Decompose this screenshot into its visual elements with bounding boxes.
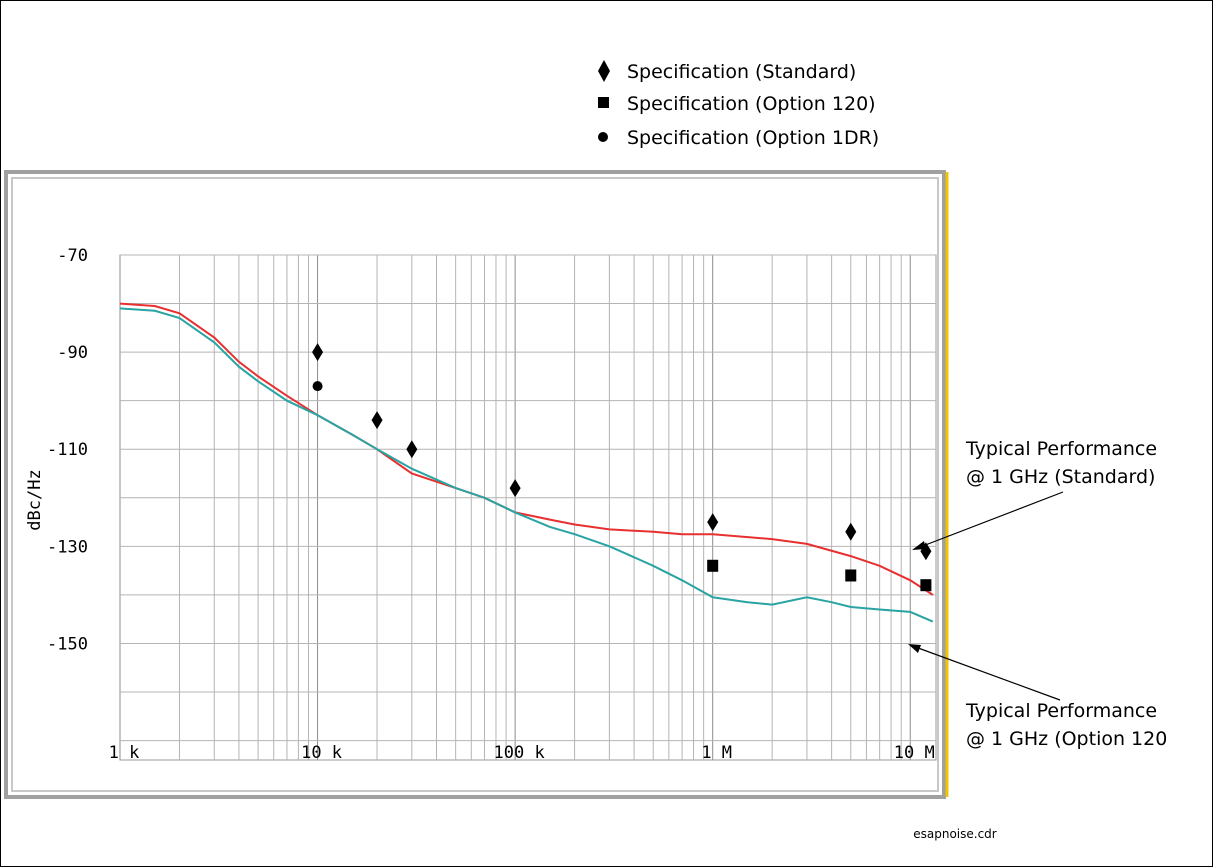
x-tick-label: 10 k	[301, 743, 342, 763]
legend-entry-option-120: Specification (Option 120)	[627, 93, 876, 115]
spec-standard-diamond	[707, 513, 719, 532]
plot-panel-inner-border	[11, 177, 939, 792]
spec-option-120-square	[845, 569, 857, 582]
legend-entry-standard: Specification (Standard)	[627, 61, 856, 83]
y-tick-label: -110	[47, 440, 88, 460]
annotation-standard-line2: @ 1 GHz (Standard)	[966, 466, 1155, 488]
series-line-1	[120, 307, 934, 623]
annotation-standard-line1: Typical Performance	[965, 438, 1157, 460]
spec-markers	[312, 343, 932, 592]
spec-option-1dr-circle	[312, 381, 323, 392]
x-tick-label: 10 M	[894, 743, 935, 763]
spec-option-120-square	[920, 579, 932, 592]
annotation-option-120: Typical Performance @ 1 GHz (Option 120	[908, 644, 1167, 750]
y-tick-label: -130	[47, 537, 88, 557]
annotation-standard-arrowhead	[912, 541, 926, 550]
y-tick-label: -70	[57, 246, 88, 266]
spec-standard-diamond	[371, 411, 383, 430]
series-lines	[120, 302, 934, 623]
annotation-option-120-arrow	[909, 644, 1061, 701]
x-tick-label: 1 M	[701, 743, 732, 763]
spec-standard-diamond	[312, 343, 324, 362]
spec-standard-diamond	[406, 440, 418, 459]
spec-standard-diamond	[509, 479, 521, 498]
x-tick-labels: 1 k 10 k 100 k 1 M 10 M	[109, 743, 935, 763]
legend-diamond-marker	[598, 60, 610, 82]
y-tick-label: -150	[47, 634, 88, 654]
x-tick-label: 100 k	[494, 743, 545, 763]
annotation-option-120-line1: Typical Performance	[965, 700, 1157, 722]
annotation-standard-arrow	[914, 491, 1064, 550]
spec-option-120-square	[707, 559, 719, 572]
spec-standard-diamond	[845, 522, 857, 541]
legend: Specification (Standard) Specification (…	[598, 60, 879, 149]
x-tick-label: 1 k	[109, 743, 140, 763]
y-axis-label: dBc/Hz	[25, 469, 45, 530]
annotation-standard: Typical Performance @ 1 GHz (Standard)	[912, 438, 1157, 550]
grid	[119, 254, 937, 761]
legend-circle-marker	[598, 132, 608, 142]
plot-panel	[4, 170, 946, 799]
legend-entry-option-1dr: Specification (Option 1DR)	[627, 127, 879, 149]
annotation-option-120-line2: @ 1 GHz (Option 120	[966, 728, 1167, 750]
annotation-option-120-arrowhead	[908, 644, 921, 653]
footer-filename: esapnoise.cdr	[913, 827, 997, 841]
legend-square-marker	[598, 97, 609, 108]
y-tick-labels: -70 -90 -110 -130 -150	[47, 246, 88, 654]
y-tick-label: -90	[57, 343, 88, 363]
